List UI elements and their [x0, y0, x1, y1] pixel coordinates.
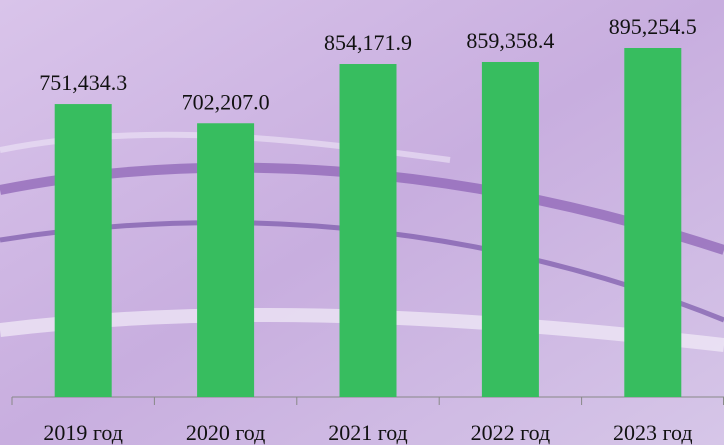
bar — [624, 48, 681, 397]
chart: 751,434.3 2019 год 702,207.0 2020 год 854,17… — [0, 0, 724, 445]
value-label: 895,254.5 — [609, 14, 697, 39]
x-tick-label: 2022 год — [471, 420, 551, 445]
bar — [482, 62, 539, 397]
value-label: 854,171.9 — [324, 30, 412, 55]
bar — [340, 64, 397, 397]
value-label: 751,434.3 — [39, 70, 127, 95]
bar — [197, 123, 254, 397]
value-label: 859,358.4 — [466, 28, 554, 53]
x-tick-label: 2020 год — [186, 420, 266, 445]
x-tick-label: 2023 год — [613, 420, 693, 445]
x-tick-label: 2019 год — [43, 420, 123, 445]
x-tick-label: 2021 год — [328, 420, 408, 445]
bar — [55, 104, 112, 397]
value-label: 702,207.0 — [182, 89, 270, 114]
